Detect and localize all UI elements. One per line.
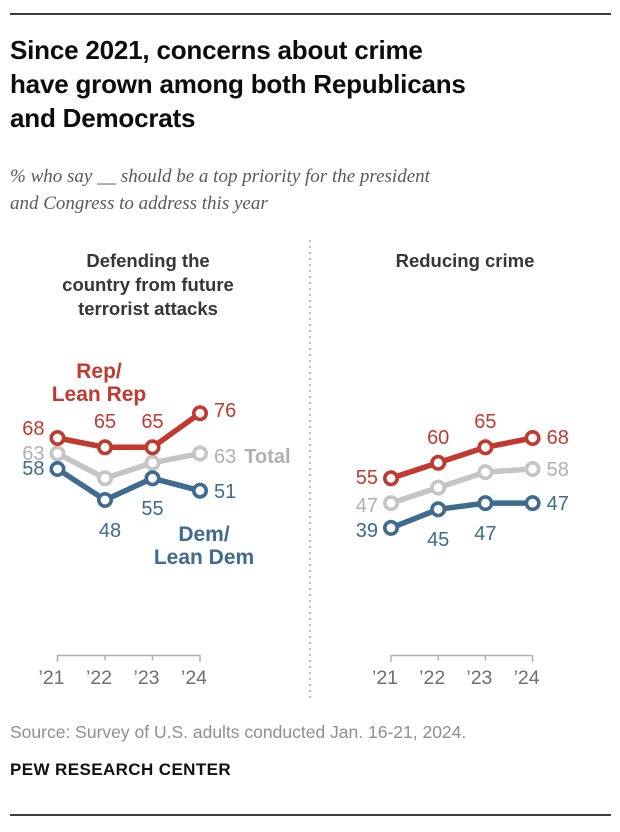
data-point-marker bbox=[477, 464, 494, 481]
panel-title-line: Reducing crime bbox=[395, 250, 535, 271]
panel-title-terrorism: Defending the country from future terror… bbox=[0, 249, 296, 321]
brand-name: PEW RESEARCH CENTER bbox=[10, 760, 232, 779]
page-title: Since 2021, concerns about crime have gr… bbox=[10, 33, 615, 135]
data-point-marker bbox=[524, 495, 541, 512]
rep-lean-rep-line bbox=[390, 435, 534, 481]
data-point-marker bbox=[477, 495, 494, 512]
title-line: Since 2021, concerns about crime bbox=[10, 35, 423, 65]
data-point-marker bbox=[524, 429, 541, 446]
panel-divider-dotted-line bbox=[309, 240, 311, 700]
data-point-marker bbox=[192, 405, 209, 422]
x-axis-bracket bbox=[390, 654, 534, 662]
data-point-marker bbox=[97, 491, 114, 508]
subtitle-line: % who say __ should be a top priority fo… bbox=[10, 166, 430, 187]
data-point-marker bbox=[97, 439, 114, 456]
source-note: Source: Survey of U.S. adults conducted … bbox=[10, 722, 467, 742]
total-line bbox=[390, 466, 533, 506]
data-point-marker bbox=[382, 470, 399, 487]
bottom-rule bbox=[10, 814, 611, 816]
data-point-marker bbox=[192, 482, 209, 499]
chart-subtitle: % who say __ should be a top priority fo… bbox=[10, 163, 610, 217]
data-point-marker bbox=[144, 454, 161, 471]
panel-title-line: country from future bbox=[62, 274, 234, 295]
data-point-marker bbox=[49, 429, 66, 446]
data-point-marker bbox=[430, 454, 447, 471]
title-line: and Democrats bbox=[10, 103, 196, 133]
data-point-marker bbox=[192, 445, 209, 462]
data-point-marker bbox=[144, 439, 161, 456]
x-axis-bracket bbox=[56, 654, 201, 662]
data-point-marker bbox=[49, 445, 66, 462]
panel-title-line: Defending the bbox=[86, 250, 210, 271]
data-point-marker bbox=[49, 460, 66, 477]
top-rule bbox=[10, 13, 611, 15]
dem-lean-dem-line bbox=[389, 500, 533, 531]
data-point-marker bbox=[524, 460, 541, 477]
dem-lean-dem-line bbox=[55, 466, 201, 503]
panel-title-crime: Reducing crime bbox=[320, 249, 610, 273]
subtitle-line: and Congress to address this year bbox=[10, 193, 268, 214]
rep-lean-rep-line bbox=[56, 410, 202, 451]
data-point-marker bbox=[430, 479, 447, 496]
data-point-marker bbox=[144, 470, 161, 487]
panel-title-line: terrorist attacks bbox=[78, 298, 218, 319]
data-point-marker bbox=[477, 439, 494, 456]
data-point-marker bbox=[430, 501, 447, 518]
title-line: have grown among both Republicans bbox=[10, 69, 466, 99]
total-line bbox=[56, 450, 201, 482]
data-point-marker bbox=[97, 470, 114, 487]
data-point-marker bbox=[382, 495, 399, 512]
data-point-marker bbox=[382, 519, 399, 536]
